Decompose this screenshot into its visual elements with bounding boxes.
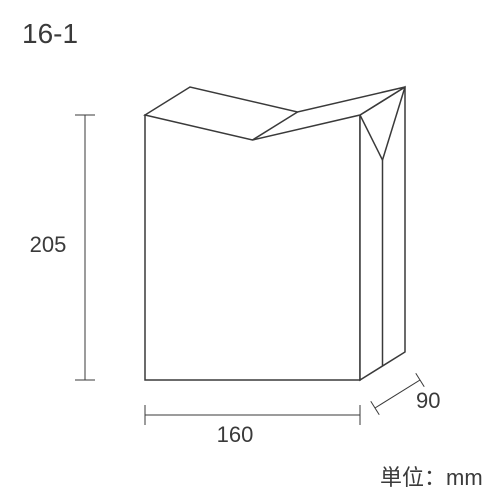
svg-text:90: 90	[416, 388, 440, 413]
diagram-canvas: 16-1 単位：mm 20516090	[0, 0, 500, 500]
bag-drawing: 205 160 90	[0, 0, 500, 500]
svg-text:205: 205	[30, 232, 67, 257]
svg-text:160: 160	[217, 422, 254, 447]
